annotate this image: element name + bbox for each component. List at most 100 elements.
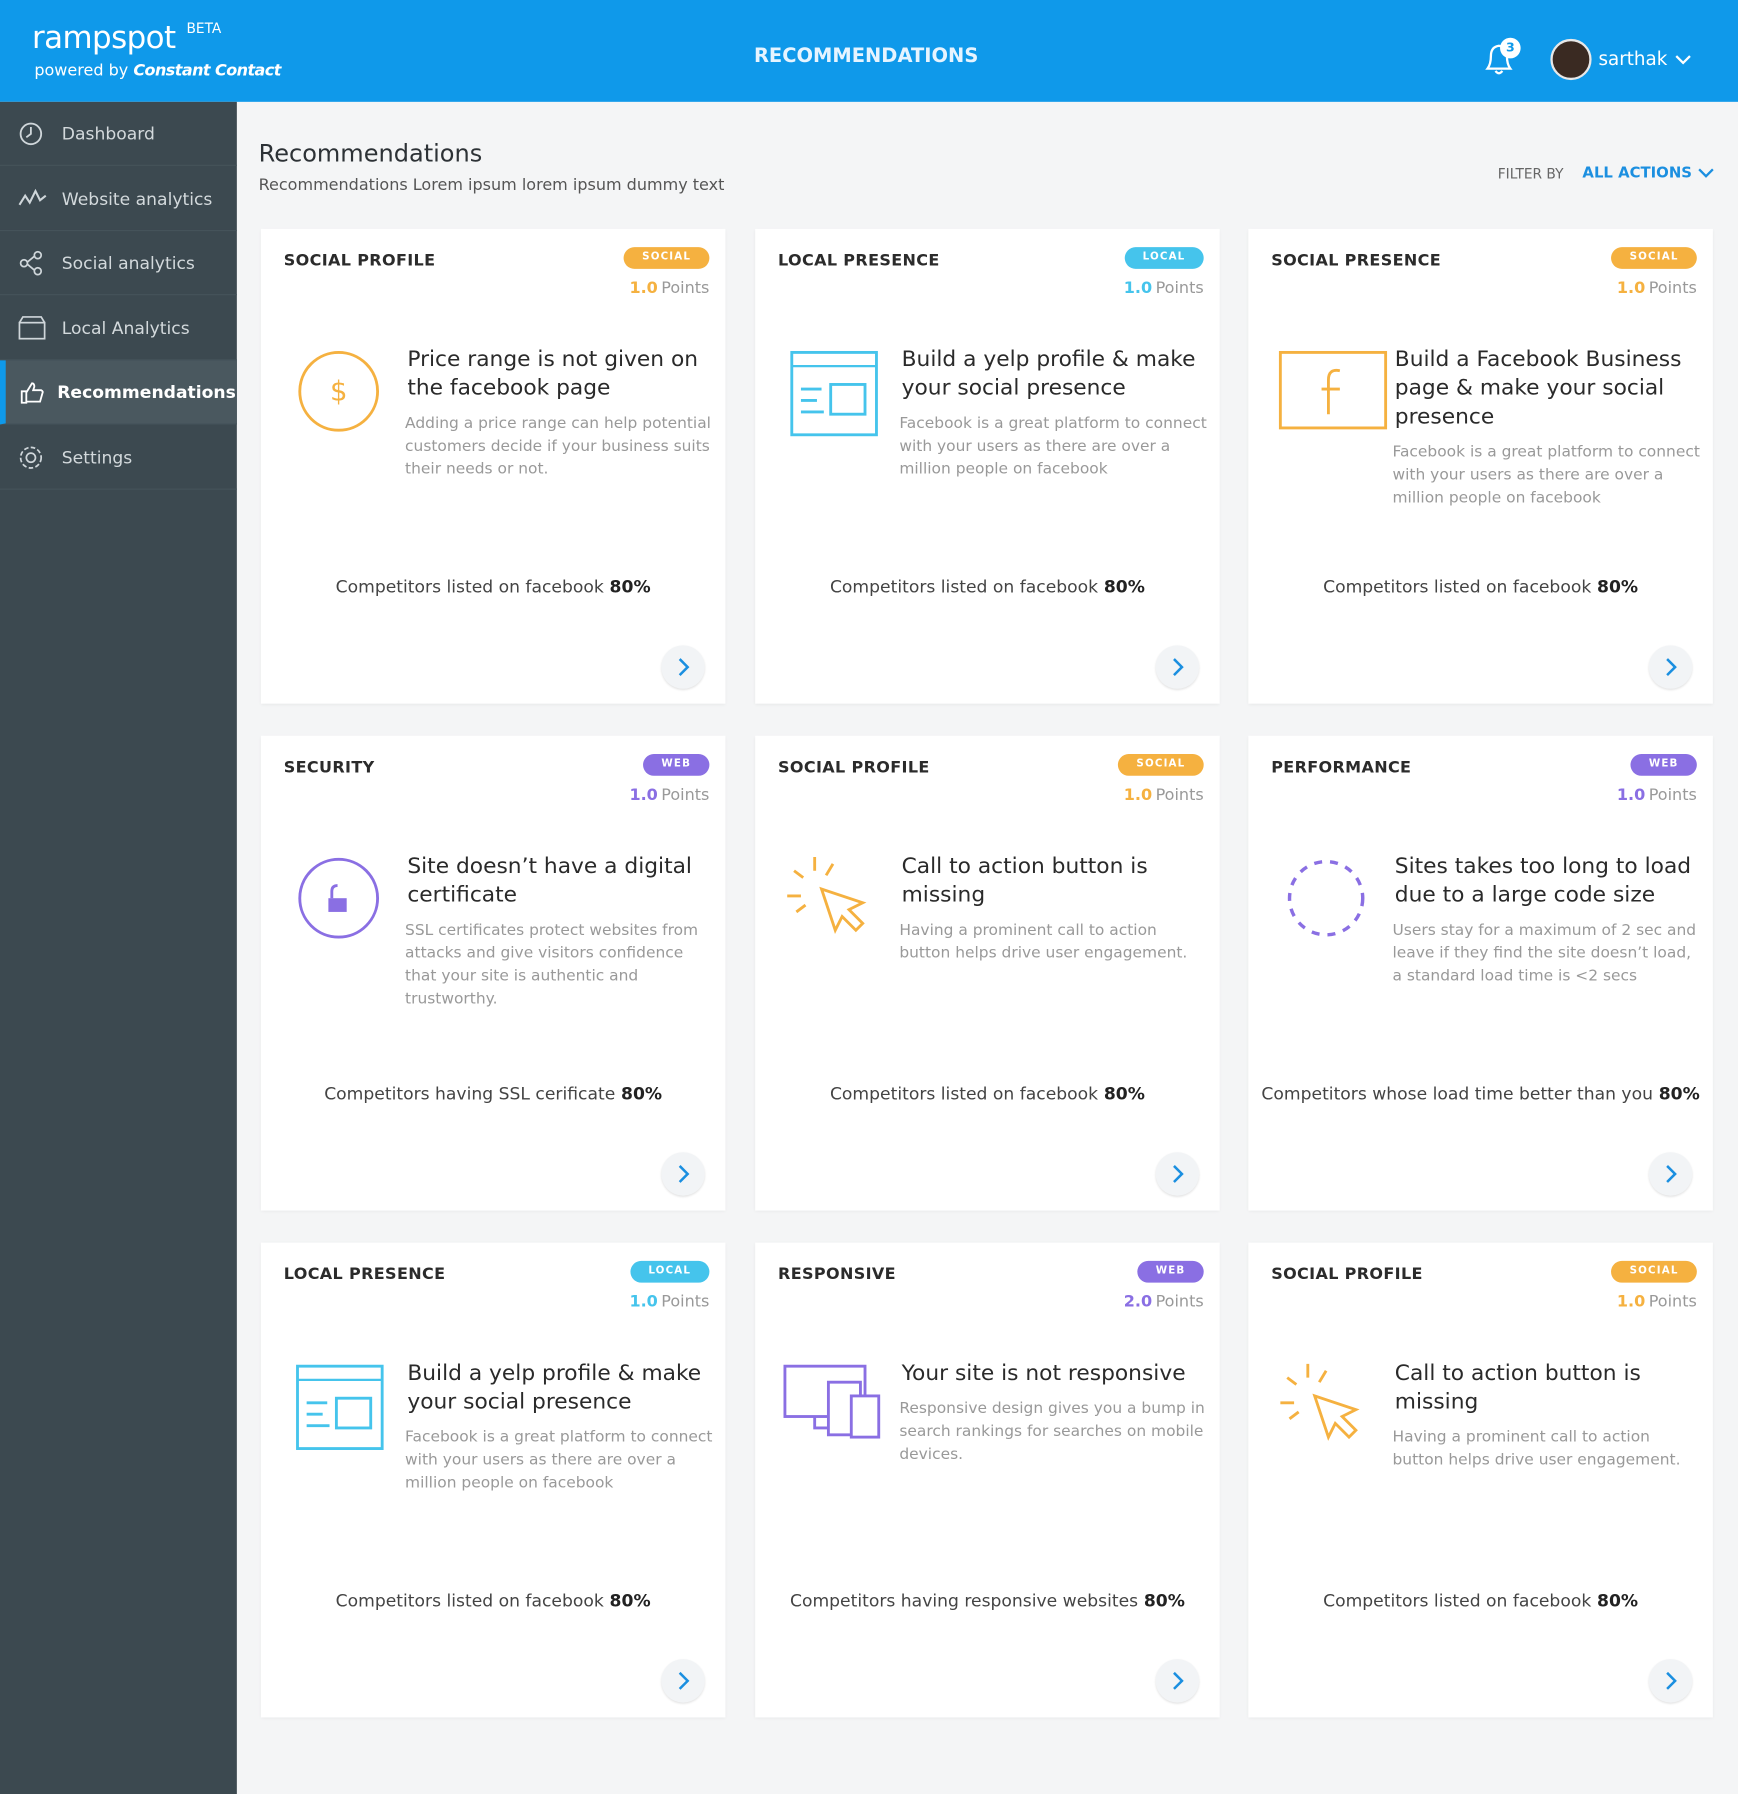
- card-stat: Competitors listed on facebook 80%: [261, 1590, 726, 1611]
- card-arrow[interactable]: [661, 1659, 705, 1703]
- arrow-icon[interactable]: [661, 645, 704, 688]
- points-label: Points: [661, 279, 710, 298]
- powered-by: powered by Constant Contact: [34, 62, 281, 80]
- card-icon: [787, 857, 867, 934]
- nav-icon: [18, 188, 47, 205]
- card-description: Users stay for a maximum of 2 sec and le…: [1392, 921, 1697, 986]
- nav-item[interactable]: Dashboard: [0, 102, 237, 166]
- card-stat: Competitors listed on facebook 80%: [755, 577, 1220, 598]
- stat-label: Competitors listed on facebook: [829, 1083, 1099, 1105]
- stat-label: Competitors having SSL cerificate: [324, 1083, 616, 1105]
- arrow-icon[interactable]: [1156, 645, 1199, 688]
- nav-label[interactable]: Dashboard: [61, 123, 155, 145]
- stat-value: 80%: [1103, 576, 1145, 598]
- nav-item[interactable]: Social analytics: [0, 231, 237, 296]
- nav-label[interactable]: Recommendations: [57, 382, 236, 403]
- nav-item[interactable]: Recommendations: [0, 360, 237, 425]
- user-caret[interactable]: [1674, 53, 1692, 67]
- arrow-icon[interactable]: [1649, 645, 1692, 688]
- nav-label[interactable]: Settings: [61, 446, 133, 468]
- card-title-block: Build a yelp profile & make your social …: [405, 1359, 716, 1494]
- user-name[interactable]: sarthak: [1598, 48, 1668, 70]
- card-title: Site doesn’t have a digital certificate: [407, 853, 692, 908]
- card-points: 1.0 Points: [1617, 1293, 1697, 1311]
- recommendation-card: SOCIAL PROFILE SOCIAL 1.0 Points $ Price rang…: [260, 228, 726, 704]
- nav-icon: [19, 445, 43, 469]
- card-title: Build a Facebook Business page & make yo…: [1394, 346, 1682, 430]
- card-icon: [783, 1364, 881, 1439]
- recommendation-card: LOCAL PRESENCE LOCAL 1.0 Points Build a yelp…: [260, 1242, 726, 1718]
- card-category: SOCIAL PROFILE: [778, 758, 930, 777]
- filter-label: FILTER BY: [1497, 165, 1564, 182]
- avatar[interactable]: [1550, 38, 1592, 81]
- nav-item[interactable]: Website analytics: [0, 166, 237, 231]
- card-stat: Competitors listed on facebook 80%: [261, 577, 726, 598]
- card-tag: LOCAL: [1124, 247, 1204, 269]
- nav-icon: [19, 250, 43, 276]
- card-arrow[interactable]: [1648, 645, 1693, 689]
- card-arrow[interactable]: [1155, 1152, 1200, 1196]
- card-title-block: Call to action button is missing Having a…: [899, 852, 1211, 964]
- bell-icon[interactable]: [1481, 39, 1518, 78]
- points-label: Points: [1155, 279, 1204, 298]
- arrow-icon[interactable]: [661, 1659, 704, 1702]
- recommendation-card: PERFORMANCE WEB 1.0 Points Sites takes too l…: [1248, 735, 1713, 1211]
- card-title: Call to action button is missing: [1394, 1360, 1641, 1415]
- card-tag: WEB: [1630, 754, 1697, 776]
- card-arrow[interactable]: [661, 645, 705, 689]
- arrow-icon[interactable]: [1649, 1152, 1692, 1195]
- filter-caret[interactable]: [1697, 166, 1715, 180]
- nav-label[interactable]: Website analytics: [61, 188, 213, 209]
- nav-item[interactable]: Settings: [0, 425, 237, 490]
- card-arrow[interactable]: [1155, 645, 1200, 689]
- logo[interactable]: rampspot: [32, 20, 176, 57]
- points-label: Points: [661, 1292, 710, 1312]
- card-category: SOCIAL PROFILE: [1271, 1265, 1423, 1284]
- stat-label: Competitors whose load time better than …: [1261, 1083, 1653, 1105]
- card-description: Facebook is a great platform to connect …: [1392, 442, 1700, 507]
- card-title-block: Build a yelp profile & make your social …: [899, 346, 1211, 481]
- stat-label: Competitors listed on facebook: [335, 1590, 604, 1612]
- card-arrow[interactable]: [1648, 1152, 1693, 1196]
- card-category: LOCAL PRESENCE: [283, 1265, 446, 1284]
- beta-badge: BETA: [186, 20, 222, 37]
- card-title: Build a yelp profile & make your social …: [407, 1360, 702, 1415]
- card-category: SOCIAL PROFILE: [283, 251, 436, 271]
- card-tag: WEB: [1137, 1260, 1204, 1283]
- stat-label: Competitors having responsive websites: [789, 1590, 1139, 1612]
- arrow-icon[interactable]: [1156, 1659, 1199, 1702]
- card-icon: [296, 1364, 384, 1450]
- arrow-icon[interactable]: [661, 1152, 704, 1195]
- card-tag: WEB: [643, 754, 710, 776]
- stat-label: Competitors listed on facebook: [1323, 576, 1592, 598]
- nav-label[interactable]: Social analytics: [61, 252, 195, 274]
- arrow-icon[interactable]: [1649, 1659, 1692, 1702]
- card-arrow[interactable]: [661, 1152, 705, 1196]
- card-title-block: Site doesn’t have a digital certificate S…: [405, 852, 716, 1010]
- card-arrow[interactable]: [1648, 1659, 1693, 1703]
- card-stat: Competitors whose load time better than …: [1248, 1084, 1713, 1105]
- stat-value: 80%: [620, 1083, 663, 1105]
- card-title: Your site is not responsive: [901, 1360, 1186, 1386]
- nav-item[interactable]: Local Analytics: [0, 296, 237, 360]
- card-arrow[interactable]: [1155, 1659, 1200, 1703]
- notification-count: 3: [1500, 37, 1521, 59]
- points-value: 1.0: [629, 786, 658, 805]
- nav-icon: [20, 382, 44, 404]
- stat-value: 80%: [609, 1590, 651, 1612]
- card-points: 1.0 Points: [629, 1293, 709, 1311]
- card-category: SOCIAL PRESENCE: [1271, 251, 1442, 271]
- card-points: 1.0 Points: [629, 786, 709, 804]
- card-icon: [1287, 859, 1365, 937]
- card-icon: [1280, 1363, 1360, 1441]
- card-category: LOCAL PRESENCE: [778, 251, 940, 271]
- stat-label: Competitors listed on facebook: [1323, 1590, 1592, 1612]
- points-label: Points: [1155, 1292, 1204, 1312]
- card-category: RESPONSIVE: [778, 1265, 896, 1284]
- svg-text:$: $: [330, 376, 347, 407]
- card-icon: [298, 857, 380, 939]
- filter-value[interactable]: ALL ACTIONS: [1582, 164, 1693, 182]
- nav-label[interactable]: Local Analytics: [61, 317, 190, 339]
- arrow-icon[interactable]: [1156, 1152, 1199, 1195]
- card-points: 1.0 Points: [1124, 786, 1204, 804]
